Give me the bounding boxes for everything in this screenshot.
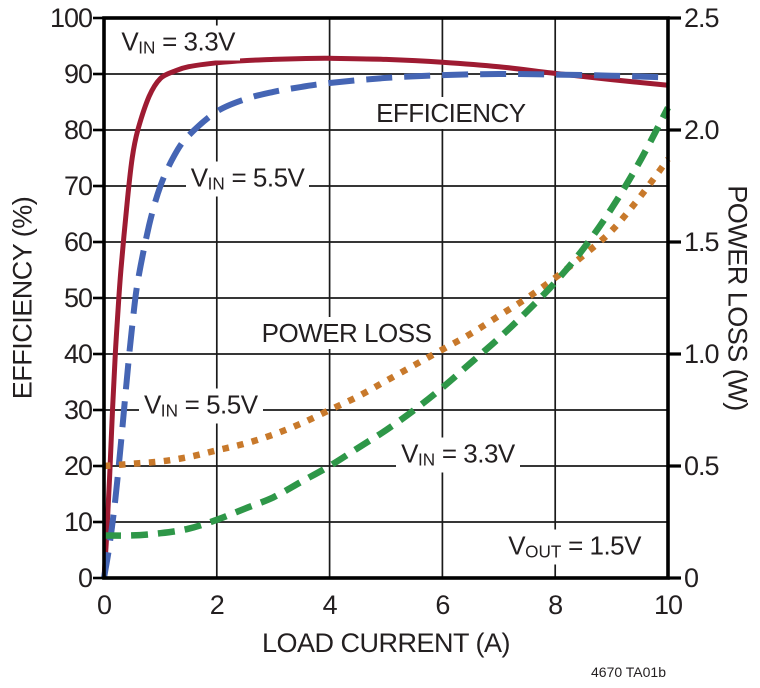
y-left-tick-label: 0 xyxy=(77,563,93,593)
series-efficiency-vin-5.5v xyxy=(101,70,669,579)
y-left-tick-label: 30 xyxy=(63,395,93,425)
x-axis-title: LOAD CURRENT (A) xyxy=(261,628,511,658)
y-right-tick-label: 2.0 xyxy=(684,115,720,145)
y-left-tick-label: 70 xyxy=(63,171,93,201)
y-right-tick-label: 0.5 xyxy=(684,451,720,481)
series-power-loss-vin-5.5v xyxy=(103,157,671,470)
figure-caption: 4670 TA01b xyxy=(591,664,666,680)
label-vout: VOUT = 1.5V xyxy=(503,529,646,565)
label-pl-vin-3p3: VIN = 3.3V xyxy=(396,437,520,473)
left-axis-title: EFFICIENCY (%) xyxy=(7,196,38,400)
y-left-tick-label: 80 xyxy=(63,115,93,145)
label-eff-vin-5p5: VIN = 5.5V xyxy=(185,161,310,197)
y-left-tick-label: 60 xyxy=(63,227,93,257)
y-right-tick-label: 1.5 xyxy=(684,227,720,257)
y-left-tick-label: 40 xyxy=(63,339,93,369)
label-power-loss: POWER LOSS xyxy=(256,316,437,349)
y-left-tick-label: 90 xyxy=(63,59,93,89)
series-efficiency-vin-3.3v xyxy=(101,55,669,579)
y-left-tick-label: 50 xyxy=(63,283,93,313)
y-left-tick-label: 10 xyxy=(63,507,93,537)
y-right-tick-label: 0 xyxy=(684,563,699,593)
x-tick-label: 4 xyxy=(322,590,338,620)
y-right-tick-label: 1.0 xyxy=(684,339,720,369)
label-eff-vin-5p5-subscript: IN xyxy=(207,173,225,194)
label-pl-vin-3p3-subscript: IN xyxy=(417,449,436,470)
x-tick-label: 2 xyxy=(209,590,225,620)
y-right-tick-label: 2.5 xyxy=(684,3,720,33)
label-pl-vin-5p5: VIN = 5.5V xyxy=(138,388,263,424)
right-axis-title: POWER LOSS (W) xyxy=(722,185,753,411)
label-efficiency: EFFICIENCY xyxy=(371,97,531,130)
y-left-tick-label: 20 xyxy=(63,451,93,481)
y-left-tick-label: 100 xyxy=(49,3,93,33)
x-tick-label: 8 xyxy=(548,590,563,620)
x-tick-label: 10 xyxy=(653,590,683,620)
x-tick-label: 6 xyxy=(435,590,450,620)
label-eff-vin-3p3-subscript: IN xyxy=(138,37,156,58)
label-pl-vin-5p5-subscript: IN xyxy=(160,400,178,421)
series-power-loss-vin-3.3v xyxy=(103,106,671,539)
x-tick-label: 0 xyxy=(96,590,112,620)
label-vout-subscript: OUT xyxy=(525,541,562,562)
label-eff-vin-3p3: VIN = 3.3V xyxy=(116,25,241,61)
